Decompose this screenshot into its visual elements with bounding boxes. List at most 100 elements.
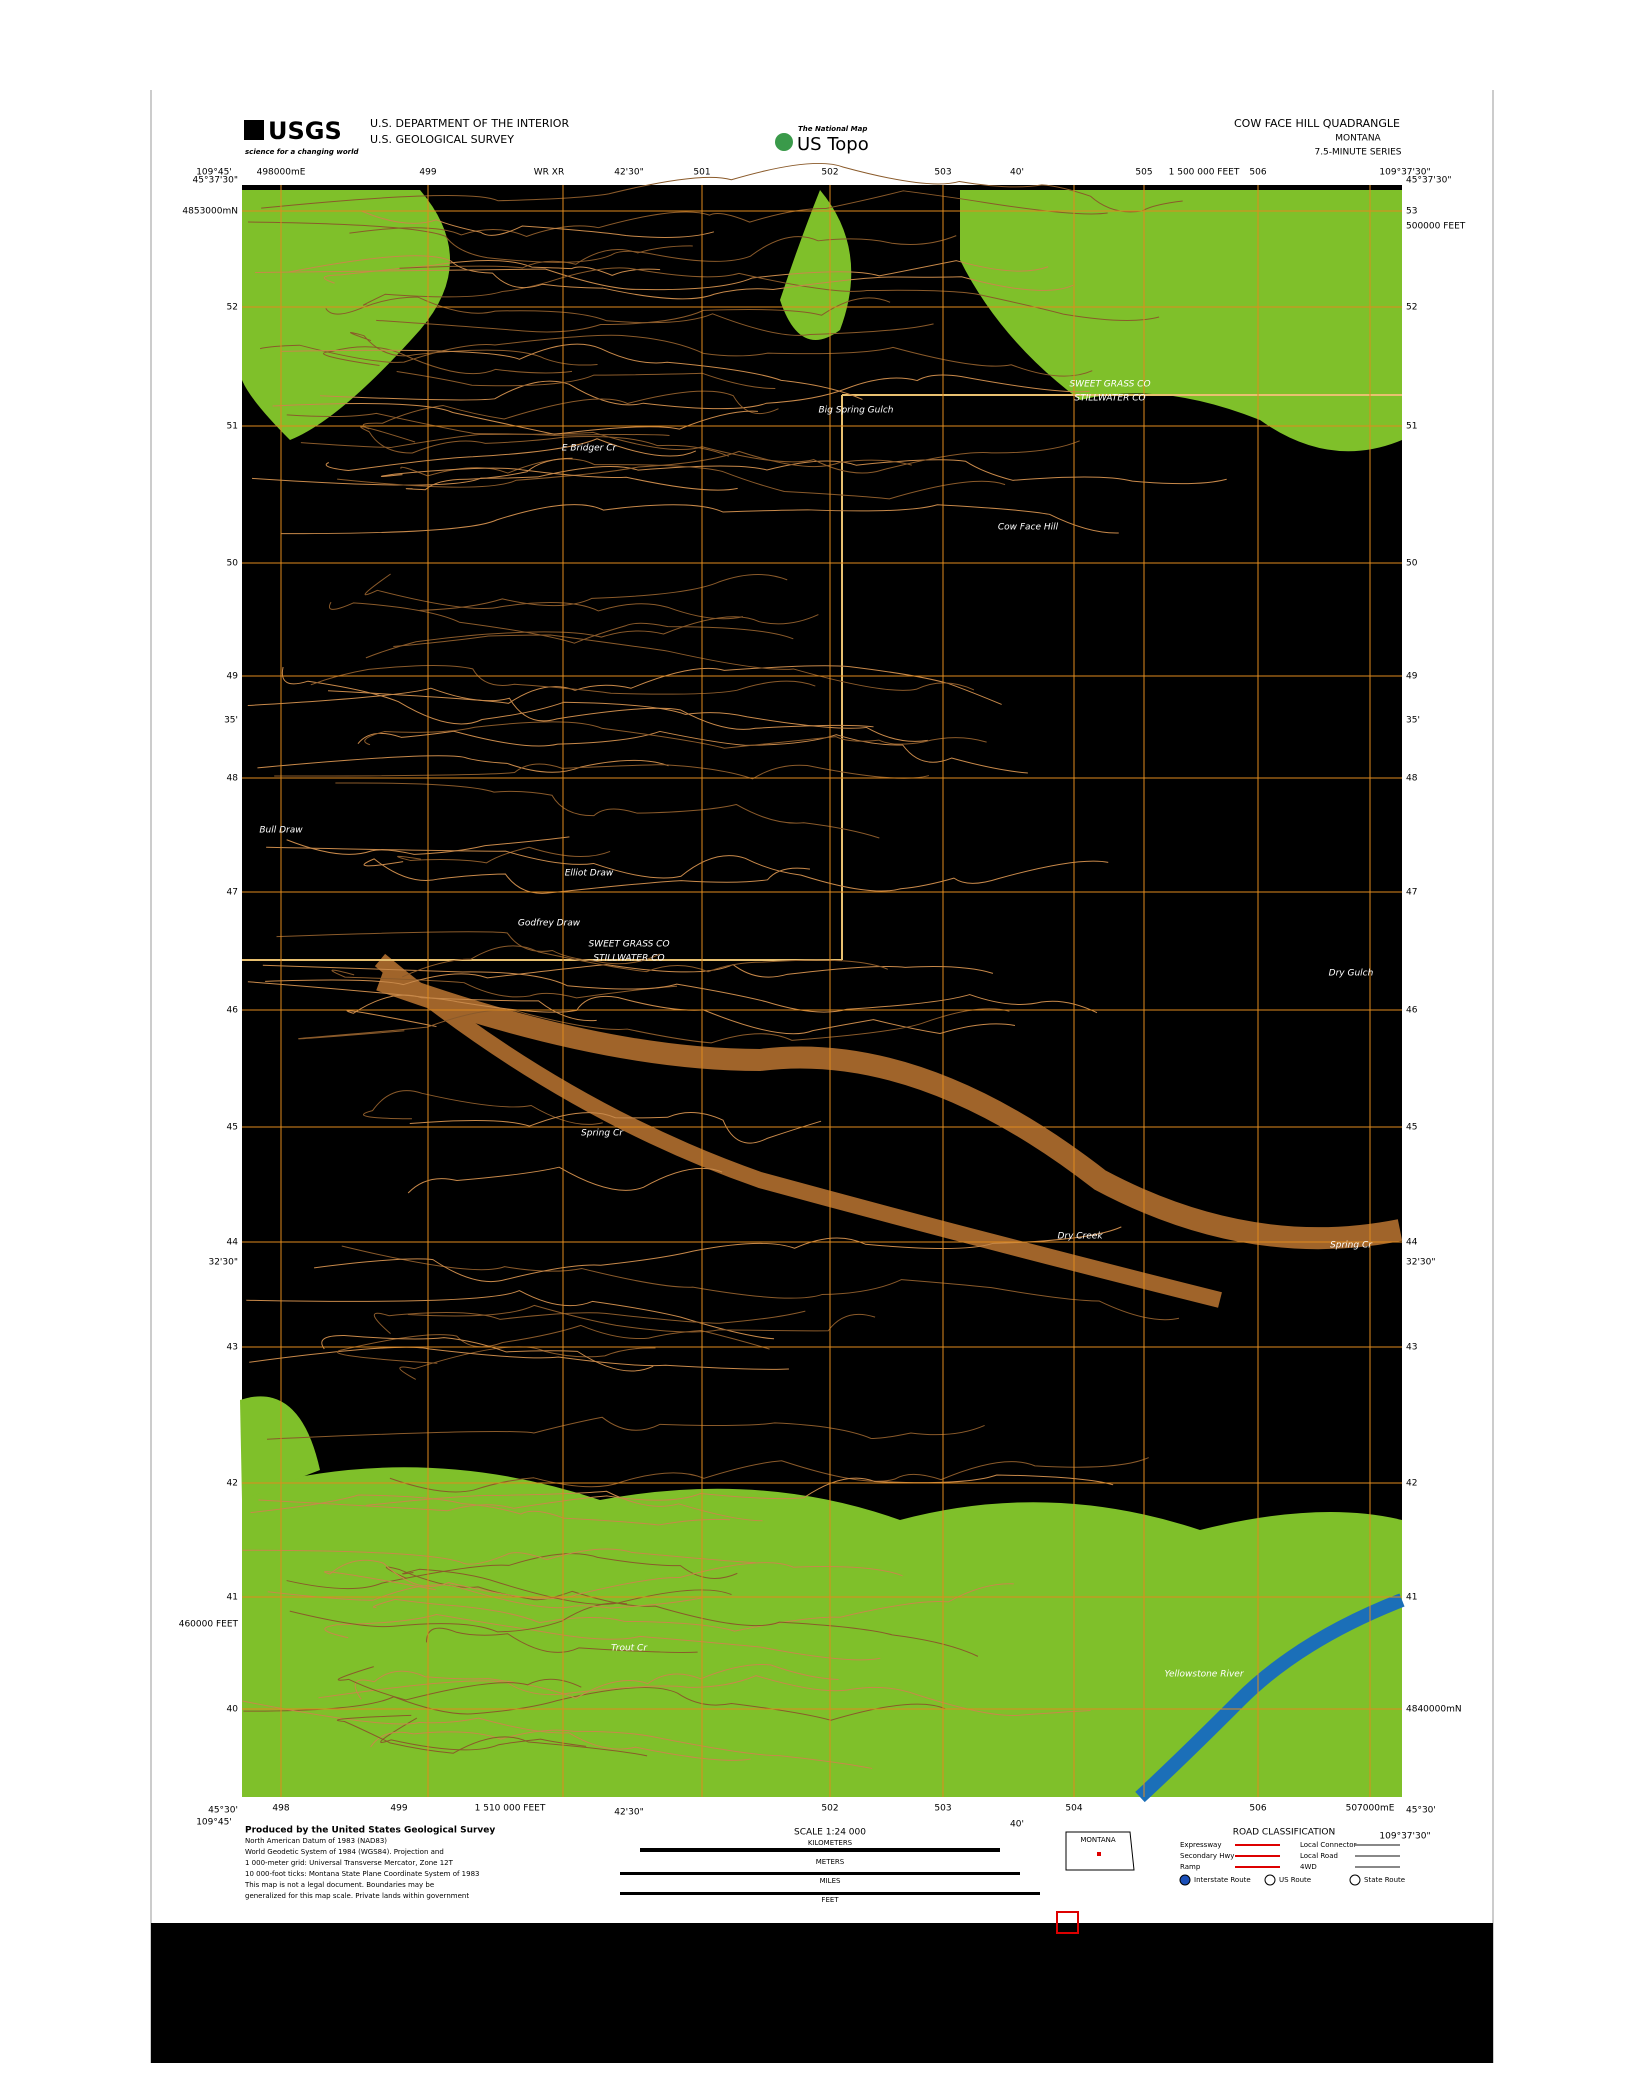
contour bbox=[335, 782, 880, 839]
bottom-coordinate: 499 bbox=[390, 1804, 407, 1814]
left-coordinate: 48 bbox=[227, 774, 239, 784]
contour bbox=[337, 450, 912, 488]
place-name: Cow Face Hill bbox=[998, 523, 1059, 533]
contour bbox=[357, 730, 1028, 774]
contour bbox=[402, 1568, 732, 1605]
credit-line: North American Datum of 1983 (NAD83) bbox=[245, 1837, 387, 1845]
contour bbox=[258, 1474, 1114, 1512]
contour bbox=[396, 371, 776, 390]
contour bbox=[281, 666, 928, 742]
corner-coordinate: 45°37'30" bbox=[193, 176, 238, 186]
top-coordinate: 109°37'30" bbox=[1379, 168, 1430, 178]
contour bbox=[336, 1324, 770, 1364]
agency: U.S. DEPARTMENT OF THE INTERIOR bbox=[370, 117, 569, 130]
right-coordinate: 53 bbox=[1406, 207, 1417, 217]
road-item: Local Connector bbox=[1300, 1841, 1357, 1849]
contour bbox=[320, 374, 1090, 410]
credit-line: Produced by the United States Geological… bbox=[245, 1826, 495, 1836]
left-coordinate: 52 bbox=[227, 303, 238, 313]
contour bbox=[265, 963, 994, 986]
contour bbox=[314, 1226, 1122, 1283]
bottom-coordinate: 1 510 000 FEET bbox=[475, 1804, 546, 1814]
contour bbox=[370, 1729, 873, 1769]
contour bbox=[407, 1166, 723, 1194]
contour bbox=[399, 1346, 656, 1380]
contour bbox=[324, 1613, 881, 1661]
left-coordinate: 40 bbox=[227, 1705, 239, 1715]
contour bbox=[318, 1675, 1091, 1716]
bottom-coordinate: 504 bbox=[1065, 1804, 1082, 1814]
contour bbox=[385, 1566, 979, 1657]
right-coordinate: 47 bbox=[1406, 888, 1417, 898]
scale-bar-km bbox=[640, 1848, 1000, 1852]
contour bbox=[419, 573, 788, 611]
corner-coordinate: 45°30' bbox=[1406, 1806, 1436, 1816]
corner-coordinate: 45°37'30" bbox=[1406, 176, 1451, 186]
contour bbox=[376, 297, 891, 333]
scale-unit: FEET bbox=[821, 1896, 839, 1904]
contour bbox=[364, 721, 987, 749]
place-name: Spring Cr bbox=[581, 1129, 624, 1139]
scale-bar bbox=[620, 1848, 1040, 1895]
corner-coordinate: 45°30' bbox=[208, 1806, 238, 1816]
contour bbox=[323, 346, 573, 375]
contour bbox=[298, 1008, 1010, 1044]
place-name: Dry Gulch bbox=[1329, 969, 1374, 979]
route-symbol bbox=[1349, 1874, 1361, 1886]
contour bbox=[402, 945, 888, 978]
left-coordinate: 45 bbox=[227, 1123, 238, 1133]
contour bbox=[242, 1700, 751, 1761]
top-coordinate: 502 bbox=[821, 168, 838, 178]
contour bbox=[262, 964, 1098, 1014]
route-symbol bbox=[1179, 1874, 1191, 1886]
ridge bbox=[374, 953, 1222, 1308]
left-coordinate: 47 bbox=[227, 888, 238, 898]
place-name: Elliot Draw bbox=[565, 869, 614, 879]
place-name: Big Spring Gulch bbox=[819, 406, 894, 416]
top-coordinate: 499 bbox=[419, 168, 436, 178]
contour bbox=[272, 403, 758, 435]
side-coordinate: 35' bbox=[224, 716, 238, 726]
national-map-logo bbox=[775, 133, 793, 151]
usgs-logo: USGS bbox=[268, 117, 342, 145]
contour bbox=[363, 1090, 603, 1125]
usgs-mark bbox=[244, 120, 264, 140]
contour bbox=[325, 296, 934, 336]
place-name: Dry Creek bbox=[1057, 1232, 1103, 1242]
credit-line: This map is not a legal document. Bounda… bbox=[244, 1881, 434, 1889]
road-item: 4WD bbox=[1300, 1863, 1317, 1871]
black-band bbox=[151, 1923, 1493, 2063]
contour bbox=[361, 210, 715, 238]
contour bbox=[364, 573, 744, 620]
scale-title: SCALE 1:24 000 bbox=[794, 1828, 866, 1838]
contour bbox=[259, 334, 1093, 377]
ridge bbox=[376, 969, 1403, 1250]
red-marker bbox=[1056, 1911, 1079, 1934]
contour bbox=[249, 1346, 789, 1370]
right-coordinate: 42 bbox=[1406, 1479, 1417, 1489]
contour bbox=[409, 1112, 822, 1144]
right-coordinate: 51 bbox=[1406, 422, 1417, 432]
scale-bar-ft bbox=[620, 1892, 1040, 1895]
contour bbox=[331, 969, 678, 999]
place-name: Yellowstone River bbox=[1164, 1670, 1244, 1680]
right-coordinate: 46 bbox=[1406, 1006, 1418, 1016]
credit-line: 1 000-meter grid: Universal Transverse M… bbox=[245, 1859, 454, 1867]
contour bbox=[286, 412, 670, 436]
contour bbox=[242, 1548, 756, 1565]
place-name: STILLWATER CO bbox=[593, 954, 664, 964]
bottom-coordinate: 506 bbox=[1249, 1804, 1266, 1814]
contour bbox=[310, 664, 816, 695]
state-locator bbox=[1065, 1831, 1135, 1871]
quadrangle: COW FACE HILL QUADRANGLE bbox=[1234, 117, 1400, 130]
credit-line: 10 000-foot ticks: Montana State Plane C… bbox=[245, 1870, 479, 1878]
vegetation bbox=[242, 190, 450, 440]
left-coordinate: 46 bbox=[227, 1006, 239, 1016]
road-item: US Route bbox=[1279, 1876, 1311, 1884]
left-coordinate: 49 bbox=[227, 672, 239, 682]
scale-unit: MILES bbox=[820, 1877, 841, 1885]
bottom-coordinate: 109°45' bbox=[196, 1818, 232, 1828]
scale-bar-mi bbox=[620, 1872, 1020, 1875]
contour bbox=[399, 245, 693, 269]
